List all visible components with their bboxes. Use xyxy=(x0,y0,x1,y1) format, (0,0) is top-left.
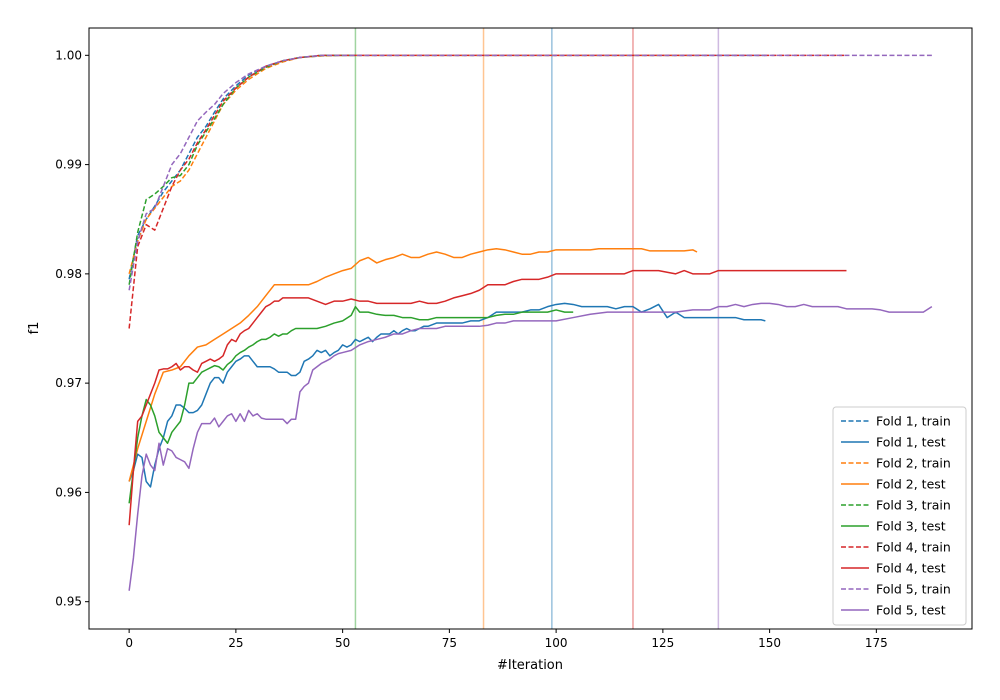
legend-label: Fold 1, train xyxy=(876,414,951,429)
y-tick-label: 0.98 xyxy=(55,267,82,281)
series-line-fold-4-test xyxy=(128,269,847,526)
x-tick-label: 125 xyxy=(651,636,674,650)
legend-box xyxy=(832,406,967,626)
y-axis-label: f1 xyxy=(27,322,42,335)
x-tick-label: 25 xyxy=(228,636,243,650)
x-tick-label: 75 xyxy=(442,636,457,650)
series-line-fold-5-train xyxy=(128,54,932,291)
x-tick-label: 0 xyxy=(125,636,133,650)
x-tick-label: 50 xyxy=(335,636,350,650)
series-line-fold-1-test xyxy=(128,302,766,488)
y-tick-label: 0.96 xyxy=(55,485,82,499)
legend-label: Fold 1, test xyxy=(876,435,946,450)
series-line-fold-5-test xyxy=(128,302,933,591)
legend-label: Fold 5, test xyxy=(876,603,946,618)
legend-label: Fold 2, test xyxy=(876,477,946,492)
best-iteration-lines xyxy=(354,28,720,629)
y-axis-ticks: 0.95 0.96 0.97 0.98 0.99 1.00 xyxy=(55,48,89,609)
x-axis-label: #Iteration xyxy=(497,658,563,673)
legend-label: Fold 4, train xyxy=(876,540,951,555)
y-tick-label: 0.97 xyxy=(55,376,82,390)
legend-label: Fold 5, train xyxy=(876,582,951,597)
x-axis-ticks: 0 25 50 75 100 125 150 175 xyxy=(125,629,888,650)
series-line-fold-2-test xyxy=(128,247,698,482)
series-line-fold-3-test xyxy=(128,305,574,504)
series-line-fold-2-train xyxy=(128,54,698,275)
legend-label: Fold 3, train xyxy=(876,498,951,513)
series-line-fold-3-train xyxy=(128,54,356,285)
x-tick-label: 150 xyxy=(758,636,781,650)
x-tick-label: 175 xyxy=(865,636,888,650)
legend-label: Fold 4, test xyxy=(876,561,946,576)
y-tick-label: 1.00 xyxy=(55,48,82,62)
x-tick-label: 100 xyxy=(545,636,568,650)
legend-label: Fold 3, test xyxy=(876,519,946,534)
plot-frame xyxy=(88,27,973,630)
y-tick-label: 0.95 xyxy=(55,595,82,609)
series-line-fold-4-train xyxy=(128,54,847,329)
legend-label: Fold 2, train xyxy=(876,456,951,471)
legend: Fold 1, train Fold 1, test Fold 2, train Fo… xyxy=(832,406,967,626)
series-group xyxy=(128,54,933,591)
y-tick-label: 0.99 xyxy=(55,158,82,172)
